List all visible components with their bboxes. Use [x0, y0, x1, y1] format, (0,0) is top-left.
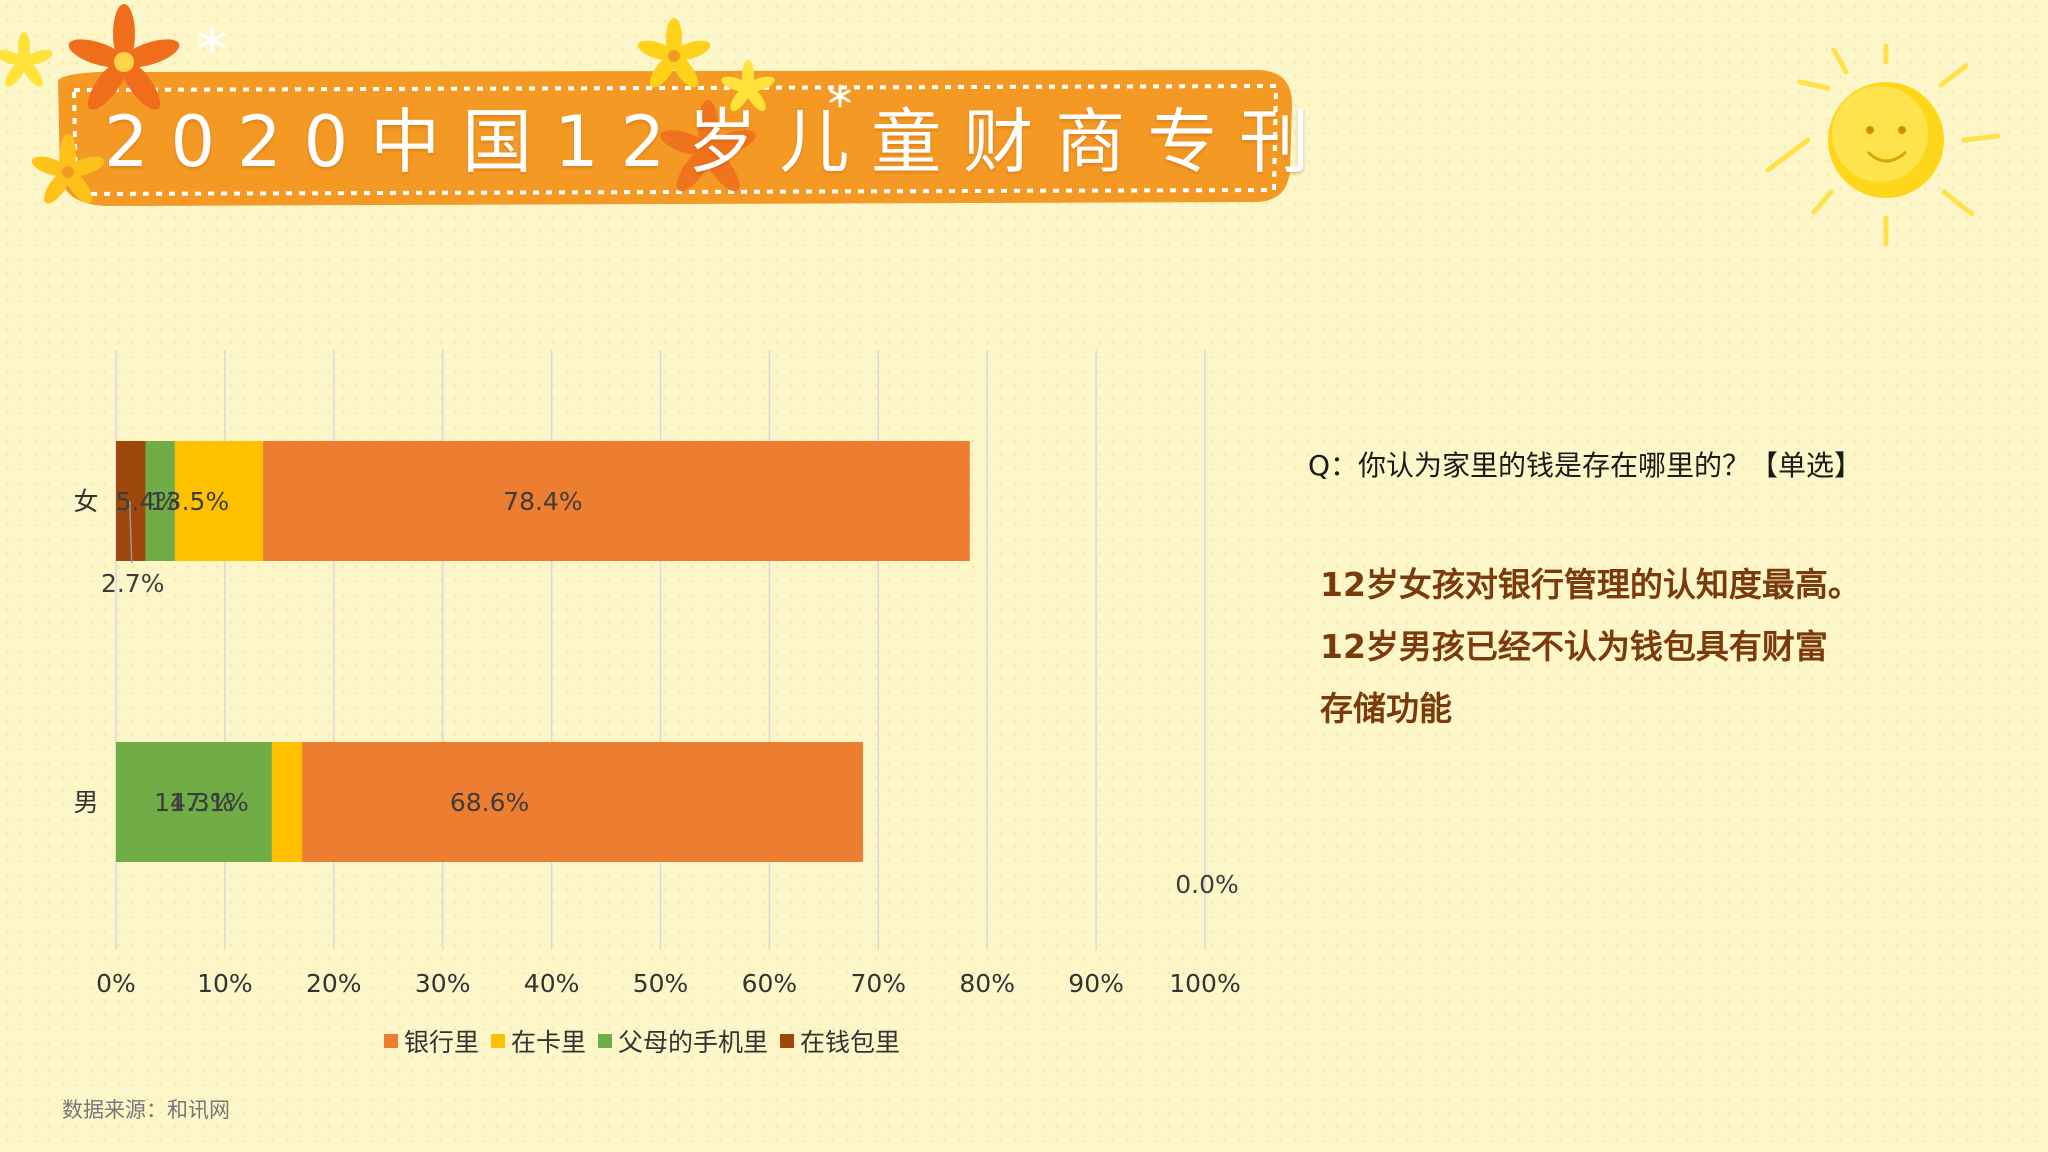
- data-label: 78.4%: [503, 487, 582, 516]
- flower-icon: [68, 4, 180, 110]
- legend-item: 在钱包里: [780, 1023, 900, 1059]
- x-tick-label: 40%: [524, 969, 580, 998]
- data-source-note: 数据来源：和讯网: [62, 1098, 230, 1122]
- x-tick-label: 70%: [851, 969, 907, 998]
- data-label: 0.0%: [1175, 870, 1239, 899]
- category-label: 男: [73, 788, 98, 817]
- data-label: 13.5%: [150, 487, 229, 516]
- legend-swatch: [780, 1034, 795, 1048]
- x-tick-label: 60%: [742, 969, 798, 998]
- legend-swatch: [491, 1034, 506, 1048]
- x-tick-label: 0%: [96, 969, 136, 998]
- x-tick-label: 50%: [633, 969, 689, 998]
- legend-label: 父母的手机里: [618, 1028, 769, 1057]
- x-tick-label: 90%: [1068, 969, 1124, 998]
- legend-label: 在卡里: [511, 1028, 587, 1057]
- chart-legend: 银行里 在卡里 父母的手机里 在钱包里: [384, 1024, 912, 1058]
- key-findings: 12岁女孩对银行管理的认知度最高。 12岁男孩已经不认为钱包具有财富 存储功能: [1320, 554, 1920, 740]
- x-tick-label: 80%: [959, 969, 1015, 998]
- flower-icon: [637, 18, 711, 88]
- data-label: 68.6%: [450, 788, 529, 817]
- data-label: 14.3%: [154, 788, 233, 817]
- x-tick-label: 100%: [1169, 969, 1240, 998]
- legend-label: 在钱包里: [800, 1028, 901, 1057]
- leader-line: [128, 500, 133, 564]
- survey-question: Q：你认为家里的钱是存在哪里的？【单选】: [1308, 449, 1863, 482]
- data-label: 17.1%: [169, 788, 248, 817]
- data-label: 5.4%: [116, 487, 180, 516]
- legend-item: 银行里: [384, 1023, 479, 1059]
- flower-icon: [660, 100, 756, 192]
- finding-line: 12岁女孩对银行管理的认知度最高。: [1320, 565, 1861, 604]
- flower-icon: [31, 134, 105, 204]
- category-label: 女: [73, 487, 98, 516]
- legend-label: 银行里: [404, 1028, 480, 1057]
- x-tick-label: 30%: [415, 969, 471, 998]
- x-tick-label: 20%: [306, 969, 362, 998]
- legend-swatch: [598, 1034, 613, 1048]
- page-title: 2020中国12岁儿童财商专刊: [104, 101, 1332, 183]
- flower-icon: [721, 60, 775, 112]
- finding-line: 存储功能: [1320, 689, 1452, 728]
- legend-swatch: [384, 1034, 398, 1048]
- sun-icon: [1765, 43, 2001, 247]
- flower-icon: [0, 32, 53, 87]
- data-label: 2.7%: [101, 569, 165, 598]
- x-tick-label: 10%: [197, 969, 253, 998]
- legend-item: 父母的手机里: [598, 1023, 768, 1059]
- legend-item: 在卡里: [491, 1023, 586, 1059]
- bar-segment: [116, 742, 272, 862]
- finding-line: 12岁男孩已经不认为钱包具有财富: [1320, 627, 1828, 666]
- sparkle-icon: [198, 26, 851, 108]
